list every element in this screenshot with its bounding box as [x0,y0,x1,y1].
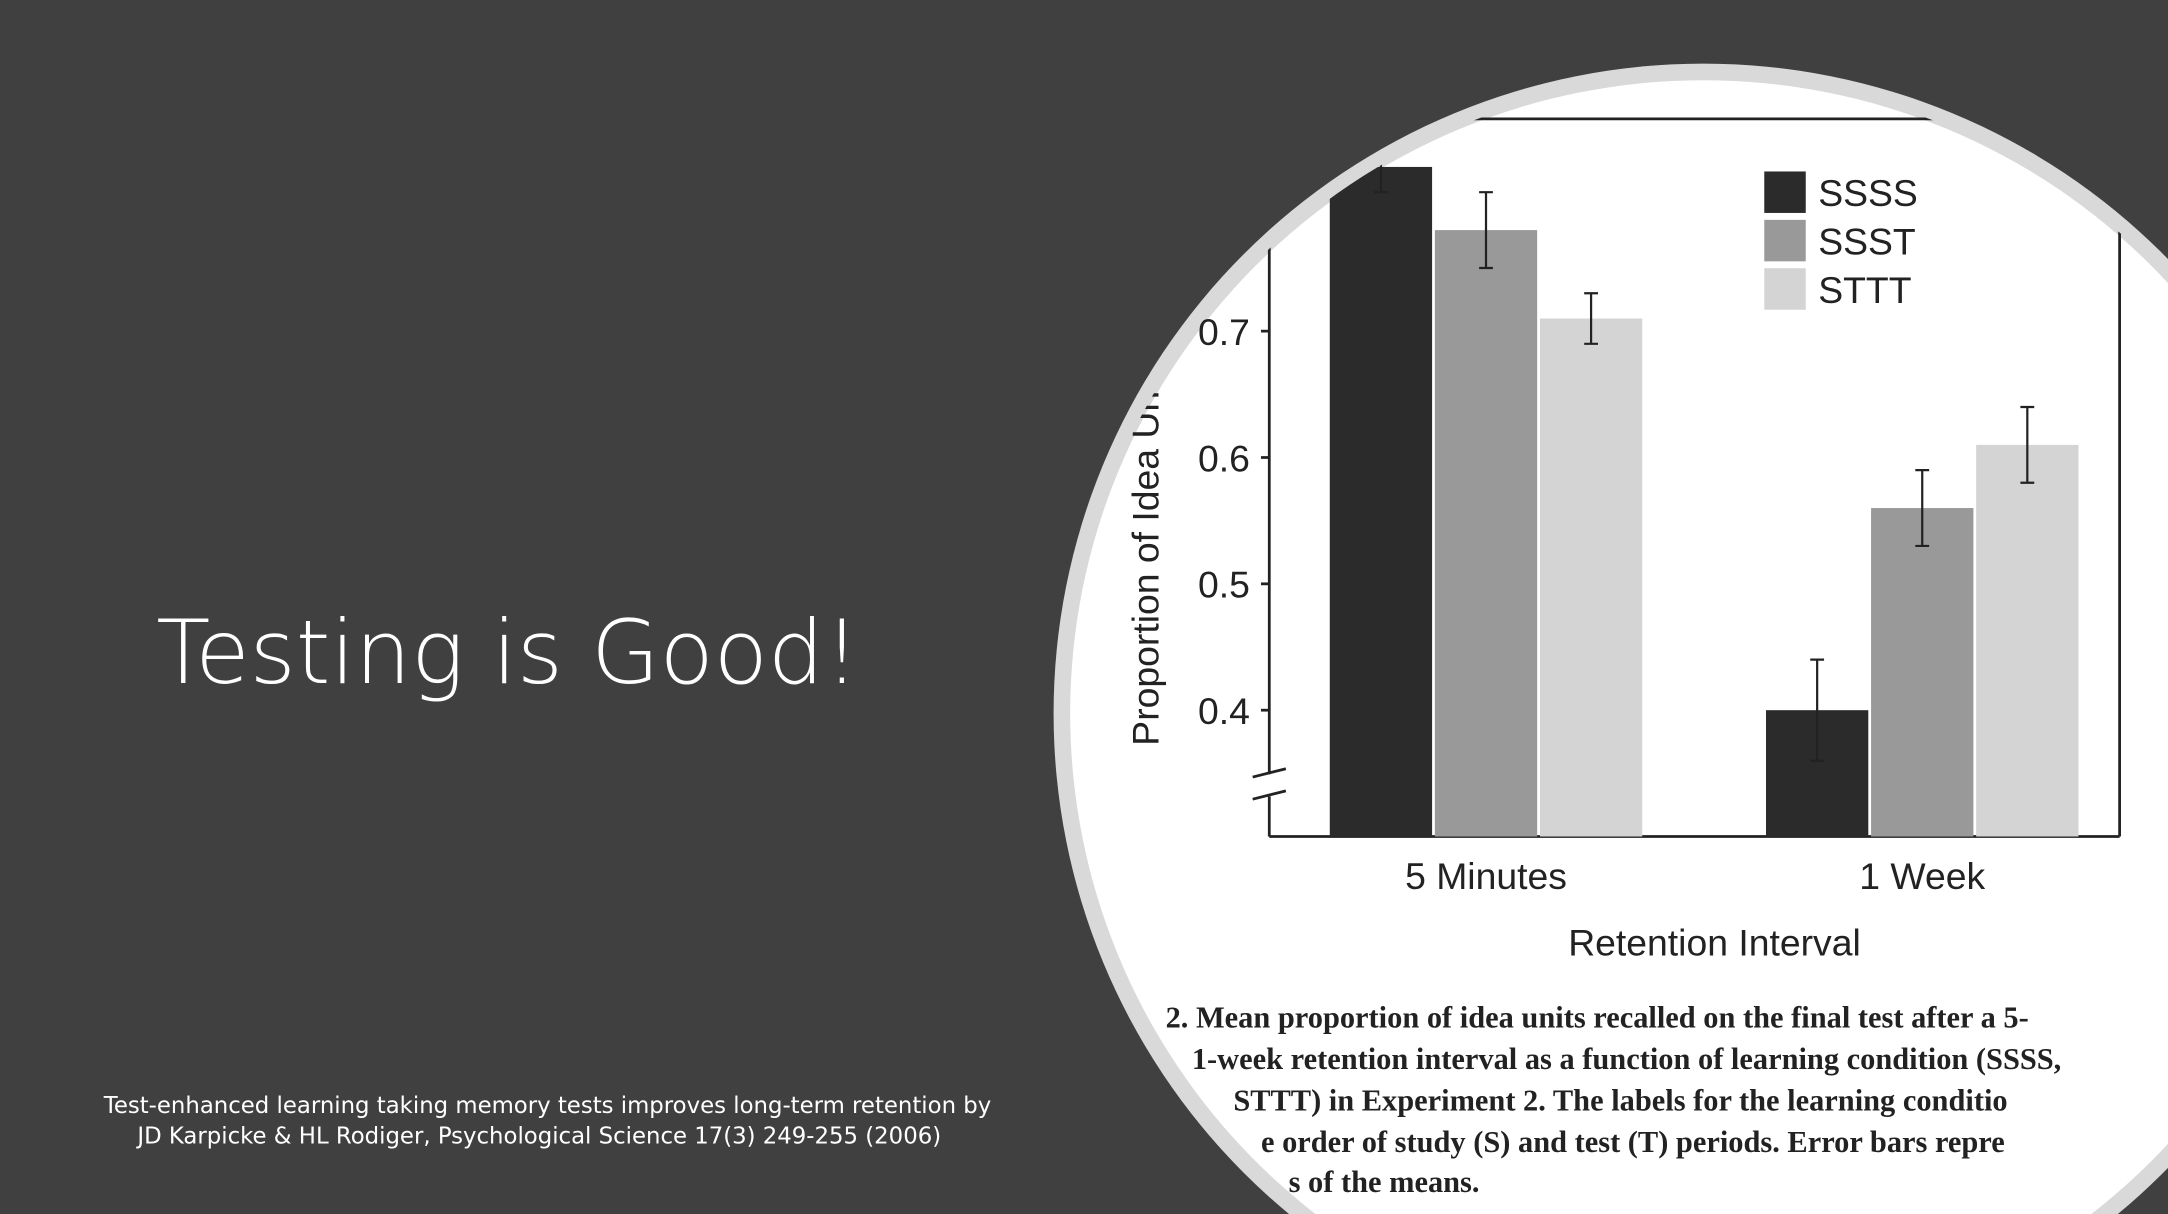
y-tick-label: 0.4 [1198,690,1250,732]
legend-label: STTT [1818,269,1911,311]
citation: Test-enhanced learning taking memory tes… [103,1093,991,1119]
caption-line: e order of study (S) and test (T) period… [1261,1125,2005,1159]
legend-swatch [1764,171,1806,213]
caption-line: 2. Mean proportion of idea units recalle… [1166,1000,2029,1034]
legend-swatch [1764,219,1806,262]
error-bar [1915,469,1930,548]
axis-break [1252,767,1287,779]
slide-title: Testing is Good! [156,601,859,704]
bar [1539,318,1643,837]
chart: Proportion of Idea Un Retention Interval… [1125,117,2121,1199]
bar [1871,508,1974,837]
x-tick-label: 1 Week [1859,855,1985,897]
caption-line: STTT) in Experiment 2. The labels for th… [1233,1083,2007,1117]
bar [1434,230,1538,837]
caption-line: s of the means. [1289,1165,1480,1199]
error-bar [1810,658,1825,762]
x-tick-label: 5 Minutes [1405,855,1567,897]
error-bar [1584,292,1599,345]
axis-break [1252,789,1287,801]
x-axis-label: Retention Interval [1568,921,1861,963]
y-tick-label: 0.5 [1198,564,1250,606]
y-axis-label: Proportion of Idea Un [1125,391,1167,746]
y-tick-label: 0.6 [1198,437,1250,479]
error-bar [2020,405,2035,484]
y-tick-label: 0.7 [1198,311,1250,353]
legend-label: SSST [1818,220,1916,262]
citation: JD Karpicke & HL Rodiger, Psychological … [135,1123,941,1149]
error-bar [1479,191,1493,270]
legend-swatch [1764,268,1806,310]
legend-label: SSSS [1818,172,1918,214]
bar [1329,166,1433,837]
bar [1976,444,2079,837]
caption-line: 1-week retention interval as a function … [1192,1042,2061,1076]
